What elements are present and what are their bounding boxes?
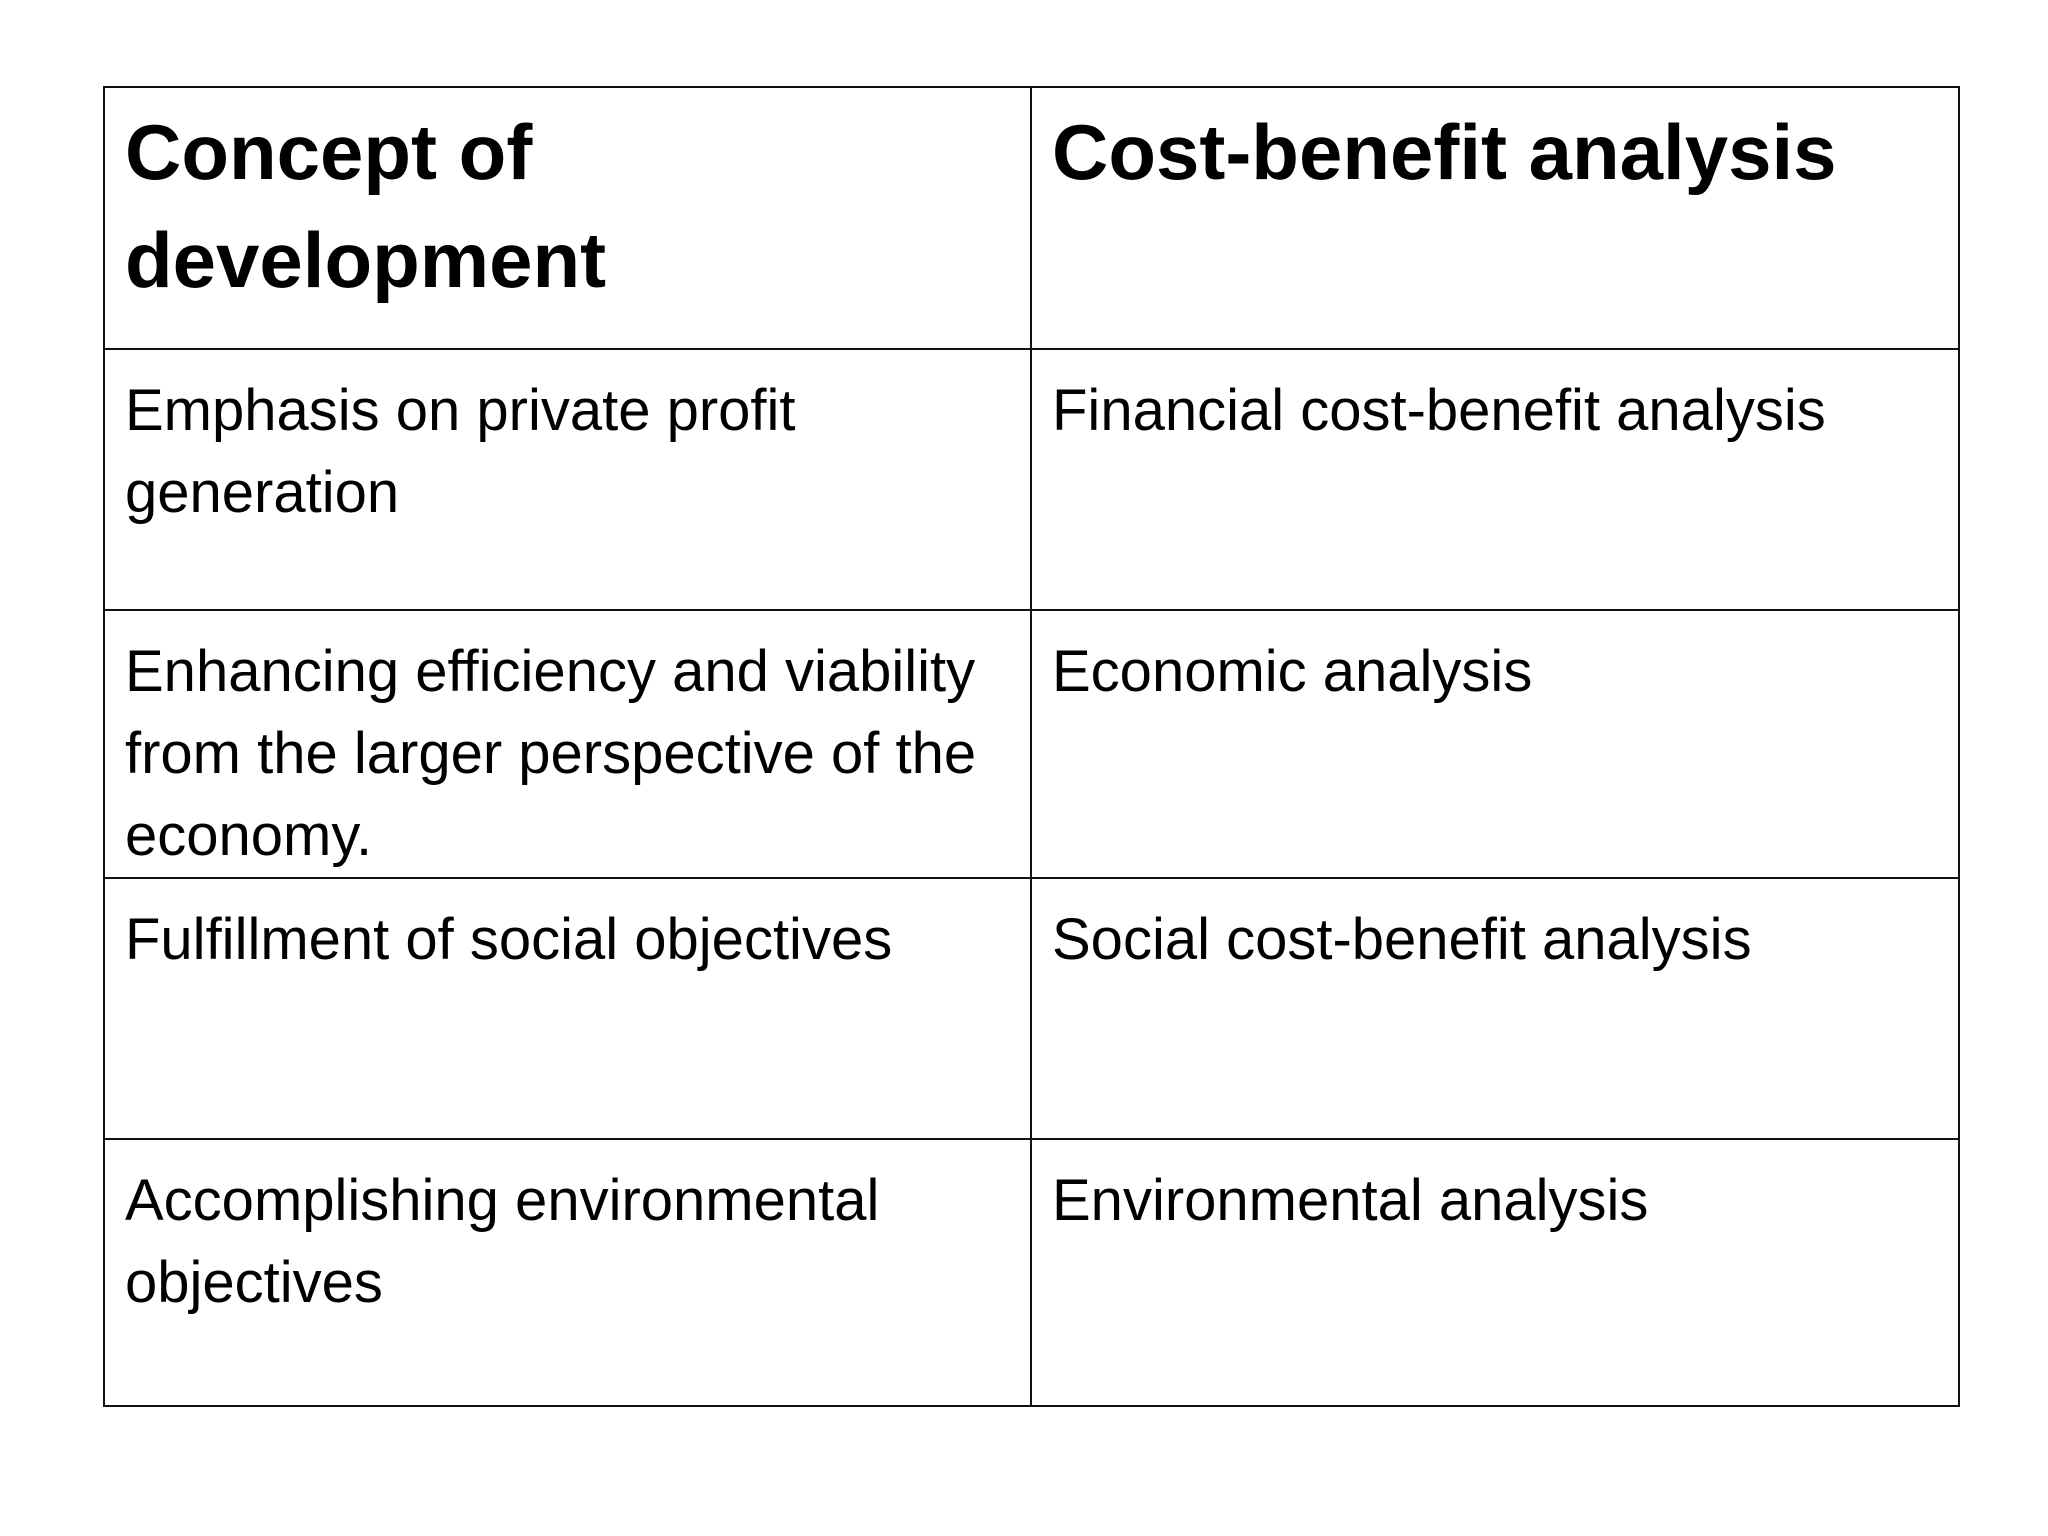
table-row: Accomplishing environmental objectives E… bbox=[103, 1138, 1960, 1407]
table-header-row: Concept of development Cost-benefit anal… bbox=[103, 86, 1960, 350]
cell-concept: Enhancing efficiency and viability from … bbox=[103, 609, 1032, 879]
cell-concept: Emphasis on private profit generation bbox=[103, 348, 1032, 611]
cell-analysis: Environmental analysis bbox=[1030, 1138, 1960, 1407]
table-row: Fulfillment of social objectives Social … bbox=[103, 877, 1960, 1140]
cell-analysis: Financial cost-benefit analysis bbox=[1030, 348, 1960, 611]
comparison-table: Concept of development Cost-benefit anal… bbox=[103, 86, 1960, 1407]
table-row: Emphasis on private profit generation Fi… bbox=[103, 348, 1960, 611]
cell-analysis: Economic analysis bbox=[1030, 609, 1960, 879]
header-cost-benefit-analysis: Cost-benefit analysis bbox=[1030, 86, 1960, 350]
header-concept-of-development: Concept of development bbox=[103, 86, 1032, 350]
cell-analysis: Social cost-benefit analysis bbox=[1030, 877, 1960, 1140]
cell-concept: Accomplishing environmental objectives bbox=[103, 1138, 1032, 1407]
table-row: Enhancing efficiency and viability from … bbox=[103, 609, 1960, 879]
cell-concept: Fulfillment of social objectives bbox=[103, 877, 1032, 1140]
